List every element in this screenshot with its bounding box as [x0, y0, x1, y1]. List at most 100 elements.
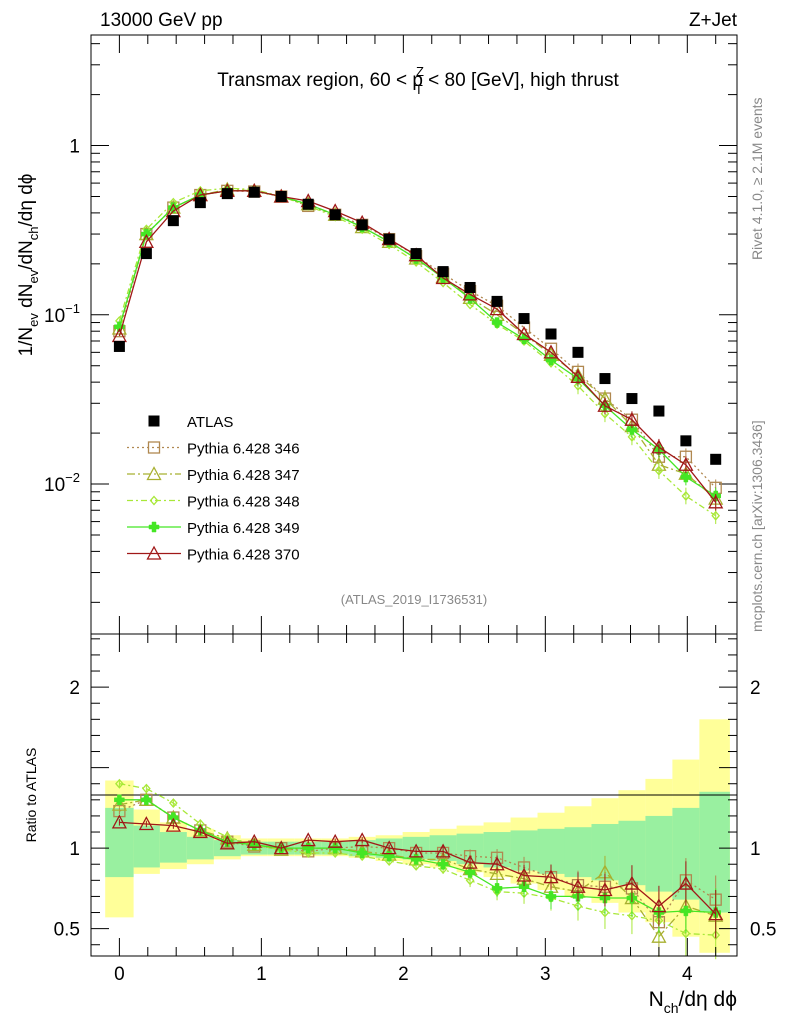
- data-point: [356, 219, 368, 231]
- ratio-point-2: [627, 910, 637, 921]
- ratio-point-3: [329, 842, 341, 854]
- ratio-panel: 0.5 0.5 1 1 2 2 Ratio to ATLAS: [23, 633, 776, 960]
- ratio-point-3: [518, 881, 530, 893]
- ratio-point-3: [356, 847, 368, 859]
- data-point: [221, 188, 233, 200]
- ratio-point-4: [708, 906, 724, 921]
- series-point-4: [516, 326, 532, 341]
- legend-label: Pythia 6.428 348: [187, 494, 300, 511]
- data-point: [710, 453, 722, 465]
- series-point-4: [678, 456, 694, 471]
- series-point-2: [438, 277, 448, 288]
- ratio-point-2: [438, 864, 448, 875]
- series-point-4: [624, 411, 640, 426]
- ratio-y-tick-label-left: 1: [69, 839, 80, 860]
- ratio-frame: [90, 633, 738, 957]
- series-point-4: [489, 301, 505, 316]
- x-tick-label: 0: [114, 964, 125, 985]
- ratio-point-4: [138, 816, 154, 831]
- ratio-point-1: [111, 796, 127, 811]
- ratio-point-4: [489, 856, 505, 871]
- data-point: [545, 328, 557, 340]
- series-point-4: [543, 344, 559, 359]
- legend-marker: [148, 521, 160, 533]
- ratio-point-4: [300, 832, 316, 847]
- analysis-label: (ATLAS_2019_I1736531): [341, 592, 487, 607]
- legend: ATLAS Pythia 6.428 346 Pythia 6.428 347 Pyt…: [127, 414, 300, 564]
- ratio-point-2: [142, 783, 151, 794]
- data-point: [437, 266, 449, 278]
- x-tick-labels: 0 1 2 3 4: [114, 964, 693, 985]
- series-point-4: [570, 368, 586, 383]
- legend-label: Pythia 6.428 370: [187, 547, 300, 564]
- rivet-label: Rivet 4.1.0, ≥ 2.1M events: [749, 97, 765, 260]
- series-point-2: [465, 299, 475, 310]
- series-point-2: [600, 408, 610, 419]
- process-label: Z+Jet: [689, 10, 738, 31]
- ratio-point-4: [111, 814, 127, 829]
- x-tick-label: 4: [682, 964, 693, 985]
- legend-marker: [146, 545, 162, 560]
- ratio-y-tick-label-right: 1: [750, 839, 761, 860]
- ratio-point-1: [489, 866, 505, 881]
- series-line-1: [118, 188, 717, 500]
- series-point-4: [651, 439, 667, 454]
- data-point: [680, 435, 692, 447]
- ratio-point-2: [168, 798, 178, 809]
- data-point: [275, 190, 287, 202]
- ratio-point-2: [115, 778, 124, 789]
- data-point: [167, 215, 179, 227]
- ratio-point-4: [651, 898, 667, 913]
- ratio-point-2: [600, 907, 610, 918]
- energy-label: 13000 GeV pp: [100, 10, 223, 31]
- ratio-point-4: [192, 824, 208, 839]
- ratio-point-4: [246, 833, 262, 848]
- data-point: [113, 340, 125, 352]
- ratio-point-4: [543, 869, 559, 884]
- y-tick-label: 10−1: [44, 301, 80, 327]
- ratio-point-4: [462, 854, 478, 869]
- ratio-y-tick-label-left: 2: [69, 678, 80, 699]
- legend-label: Pythia 6.428 347: [187, 467, 300, 484]
- ratio-point-2: [465, 875, 475, 886]
- ratio-point-4: [354, 832, 370, 847]
- data-point: [329, 209, 341, 221]
- stat-uncertainty-band: [645, 815, 673, 892]
- legend-label-data: ATLAS: [187, 414, 233, 431]
- ratio-point-4: [219, 835, 235, 850]
- ratio-point-3: [680, 905, 692, 917]
- series-point-2: [654, 465, 664, 476]
- x-axis-label: Nch/dη dϕ: [649, 988, 737, 1016]
- mcplots-label: mcplots.cern.ch [arXiv:1306.3436]: [749, 420, 765, 632]
- legend-marker-data: [148, 415, 160, 427]
- data-point: [572, 346, 584, 358]
- data-point: [518, 313, 530, 325]
- ratio-point-3: [545, 891, 557, 902]
- ratio-axis-ticks: 0.5 0.5 1 1 2 2: [54, 634, 776, 956]
- ratio-point-2: [303, 847, 313, 858]
- ratio-point-1: [651, 928, 667, 943]
- y-tick-label: 10−2: [44, 470, 80, 496]
- ratio-point-4: [381, 840, 397, 855]
- data-point: [626, 393, 638, 405]
- legend-marker: [147, 441, 161, 454]
- ratio-point-4: [678, 875, 694, 890]
- plot-title: Transmax region, 60 < pZ T < 80 [GeV], hi…: [217, 64, 619, 97]
- main-panel: 1 10−1 10−2 Transmax region, 60 < pZ T < 80…: [16, 34, 738, 635]
- series-point-3: [114, 321, 125, 332]
- ratio-point-3: [168, 812, 179, 823]
- stat-uncertainty-band: [564, 827, 592, 878]
- ratio-point-2: [384, 856, 394, 866]
- data-point: [464, 281, 476, 293]
- ratio-y-tick-label-left: 0.5: [54, 920, 80, 941]
- ratio-point-3: [464, 867, 476, 878]
- series-point-4: [597, 397, 613, 412]
- data-point: [140, 248, 152, 260]
- ratio-point-4: [435, 843, 451, 858]
- ratio-point-2: [681, 928, 691, 939]
- legend-marker: [149, 495, 159, 506]
- legend-label: Pythia 6.428 349: [187, 520, 300, 537]
- data-point: [383, 233, 395, 245]
- x-tick-label: 3: [540, 964, 551, 985]
